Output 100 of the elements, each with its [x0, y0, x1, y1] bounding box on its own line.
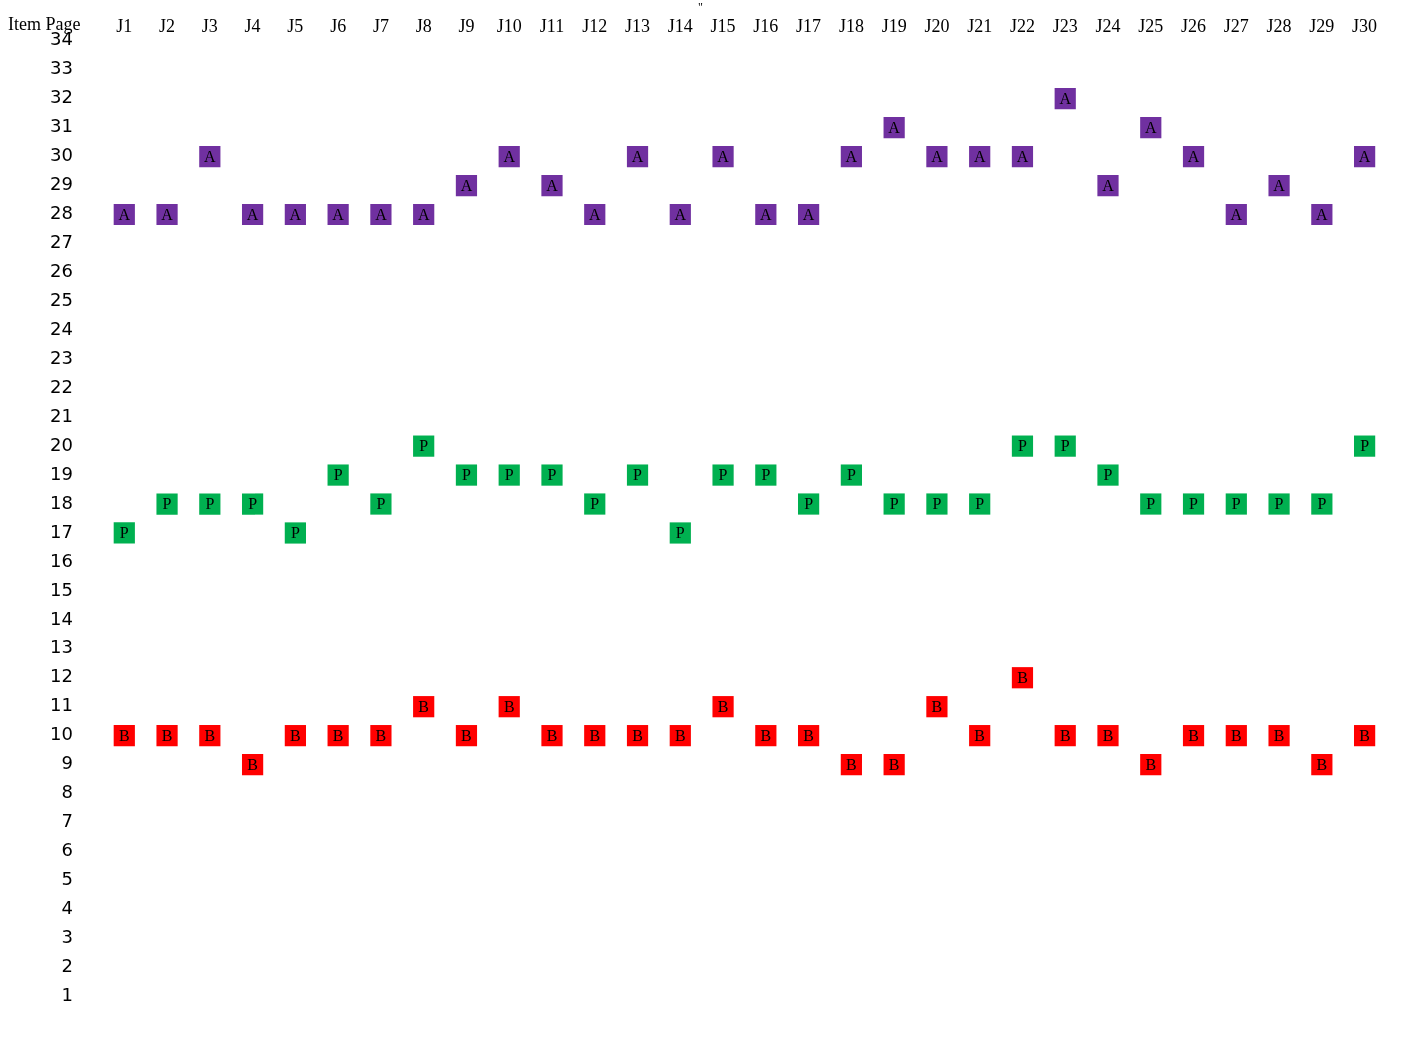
text: B: [1273, 726, 1285, 744]
text: P: [975, 495, 985, 513]
y-tick-label: 10: [50, 723, 73, 745]
text: P: [162, 495, 172, 513]
text: P: [205, 495, 215, 513]
text: P: [461, 466, 471, 484]
text: B: [290, 726, 301, 744]
y-tick-label: 22: [50, 375, 73, 397]
text: B: [974, 726, 986, 744]
text: A: [332, 205, 344, 223]
text: A: [161, 205, 173, 223]
text: B: [846, 755, 857, 773]
text: P: [290, 524, 300, 542]
x-tick-label: J11: [539, 15, 565, 36]
y-tick-label: 16: [50, 549, 73, 571]
text: P: [1060, 437, 1070, 455]
text: A: [802, 205, 815, 223]
x-tick-label: J24: [1095, 15, 1121, 36]
y-tick-label: 4: [61, 897, 73, 919]
x-tick-label: J12: [582, 15, 608, 36]
text: B: [1230, 726, 1242, 744]
x-tick-label: J27: [1223, 15, 1249, 36]
text: P: [1189, 495, 1198, 513]
text: A: [760, 205, 772, 223]
y-tick-label: 7: [61, 810, 73, 832]
text: B: [1059, 726, 1071, 744]
x-tick-label: J18: [838, 15, 864, 36]
x-tick-label: J23: [1052, 15, 1078, 36]
text: B: [931, 697, 943, 715]
x-tick-label: J5: [287, 15, 304, 36]
y-tick-label: 32: [50, 86, 73, 108]
chart-title: ": [697, 0, 704, 15]
x-tick-label: J15: [710, 15, 736, 36]
text: B: [632, 726, 643, 744]
x-tick-label: J25: [1138, 15, 1164, 36]
text: P: [333, 466, 343, 484]
text: A: [1273, 176, 1285, 194]
text: B: [589, 726, 601, 744]
text: P: [846, 466, 856, 484]
y-tick-label: 8: [61, 781, 73, 803]
x-tick-label: J9: [458, 15, 475, 36]
text: B: [1017, 668, 1028, 686]
text: P: [761, 466, 771, 484]
y-tick-label: 24: [50, 317, 73, 339]
series-label: B: [247, 755, 258, 773]
x-tick-label: J14: [667, 15, 693, 36]
text: P: [1146, 495, 1156, 513]
y-tick-label: 25: [50, 289, 73, 311]
text: P: [718, 466, 728, 484]
y-tick-label: 33: [50, 57, 73, 79]
y-tick-label: 3: [61, 925, 73, 947]
y-tick-label: 28: [50, 202, 73, 224]
text: A: [1059, 89, 1072, 107]
text: A: [588, 205, 601, 223]
y-tick-label: 19: [50, 462, 73, 484]
y-tick-label: 11: [50, 694, 73, 716]
x-tick-label: J10: [496, 15, 522, 36]
x-tick-label: J17: [796, 15, 822, 36]
text: A: [1187, 147, 1200, 165]
x-tick-label: J2: [159, 15, 176, 36]
x-tick-label: J8: [415, 15, 432, 36]
y-tick-label: 17: [50, 520, 73, 542]
y-tick-label: 18: [50, 491, 73, 513]
text: B: [1316, 755, 1328, 773]
x-tick-label: J21: [967, 15, 993, 36]
x-tick-label: J16: [753, 15, 779, 36]
text: P: [804, 495, 814, 513]
y-tick-label: 20: [50, 433, 73, 455]
text: B: [717, 697, 729, 715]
y-tick-label: 6: [61, 839, 73, 861]
text: P: [248, 495, 258, 513]
y-tick-label: 29: [50, 173, 73, 195]
text: B: [461, 726, 472, 744]
text: P: [119, 524, 129, 542]
text: A: [246, 205, 259, 223]
text: B: [161, 726, 173, 744]
y-tick-label: 12: [50, 665, 73, 687]
series-label: P: [419, 437, 429, 455]
x-tick-label: J26: [1181, 15, 1207, 36]
text: P: [932, 495, 942, 513]
text: A: [1144, 118, 1157, 136]
text: B: [888, 755, 900, 773]
text: A: [717, 147, 729, 165]
y-tick-label: 15: [50, 578, 73, 600]
text: A: [888, 118, 900, 136]
text: A: [674, 205, 687, 223]
y-tick-label: 2: [61, 954, 73, 976]
text: A: [289, 205, 302, 223]
text: A: [417, 205, 430, 223]
y-tick-label: 26: [50, 260, 73, 282]
text: P: [633, 466, 642, 484]
x-tick-label: J22: [1009, 15, 1035, 36]
y-tick-label: 1: [61, 983, 73, 1005]
y-tick-label: 27: [50, 231, 73, 253]
text: B: [1359, 726, 1370, 744]
text: P: [889, 495, 899, 513]
text: P: [547, 466, 557, 484]
text: A: [931, 147, 943, 165]
text: A: [1102, 176, 1114, 194]
y-tick-label: 31: [50, 115, 73, 137]
